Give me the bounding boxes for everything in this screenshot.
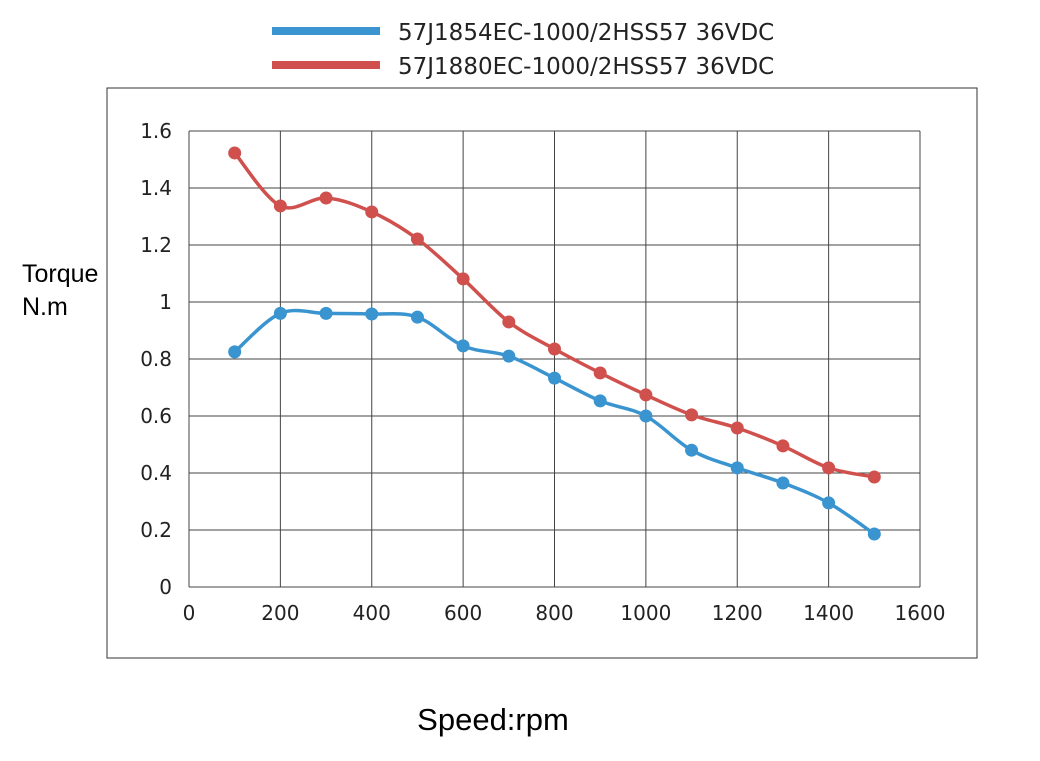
- data-point-series-1: [365, 307, 379, 321]
- y-tick-label: 1: [159, 290, 172, 314]
- x-tick-label: 1000: [620, 601, 671, 625]
- x-tick-label: 400: [353, 601, 391, 625]
- data-point-series-2: [456, 272, 470, 286]
- y-tick-label: 1.4: [140, 176, 172, 200]
- data-point-series-1: [867, 527, 881, 541]
- data-point-series-2: [548, 342, 561, 356]
- data-point-series-2: [639, 388, 653, 402]
- data-point-series-2: [822, 461, 836, 475]
- data-point-series-1: [410, 310, 424, 324]
- data-point-series-1: [685, 443, 699, 457]
- y-tick-label: 1.2: [140, 233, 172, 257]
- x-tick-label: 1200: [712, 601, 763, 625]
- data-point-series-1: [456, 339, 470, 353]
- data-point-series-1: [228, 345, 242, 359]
- data-point-series-1: [639, 409, 653, 423]
- y-tick-label: 0.6: [140, 404, 172, 428]
- y-tick-label: 0.8: [140, 347, 172, 371]
- data-point-series-1: [502, 349, 516, 363]
- data-point-series-2: [365, 205, 379, 219]
- data-point-series-2: [685, 408, 699, 422]
- data-point-series-1: [776, 476, 790, 490]
- data-point-series-2: [776, 439, 790, 453]
- data-point-series-2: [410, 232, 424, 246]
- data-point-series-1: [730, 461, 744, 475]
- x-tick-label: 1400: [803, 601, 854, 625]
- data-point-series-2: [502, 315, 516, 329]
- y-tick-label: 1.6: [140, 119, 172, 143]
- x-tick-label: 600: [444, 601, 482, 625]
- data-point-series-1: [273, 306, 287, 320]
- y-tick-label: 0: [159, 575, 172, 599]
- data-point-series-2: [593, 366, 607, 380]
- y-tick-label: 0.2: [140, 518, 172, 542]
- chart-frame: [106, 87, 978, 659]
- x-axis-label: Speed:rpm: [417, 702, 569, 737]
- data-point-series-2: [730, 421, 744, 435]
- y-axis-label-line2: N.m: [22, 293, 68, 321]
- x-tick-label: 1600: [895, 601, 946, 625]
- legend-label-2: 57J1880EC-1000/2HSS57 36VDC: [398, 54, 774, 80]
- y-axis-label-line1: Torque: [22, 260, 98, 288]
- data-point-series-1: [319, 306, 333, 320]
- data-point-series-1: [593, 394, 607, 408]
- data-point-series-2: [319, 191, 333, 205]
- y-tick-label: 0.4: [140, 461, 172, 485]
- x-tick-label: 200: [261, 601, 299, 625]
- data-point-series-2: [228, 146, 242, 160]
- legend-label-1: 57J1854EC-1000/2HSS57 36VDC: [398, 20, 774, 46]
- data-point-series-2: [273, 199, 287, 213]
- x-tick-label: 800: [535, 601, 573, 625]
- data-point-series-1: [548, 371, 561, 385]
- data-point-series-1: [822, 496, 836, 510]
- x-tick-label: 0: [183, 601, 196, 625]
- data-point-series-2: [867, 470, 881, 484]
